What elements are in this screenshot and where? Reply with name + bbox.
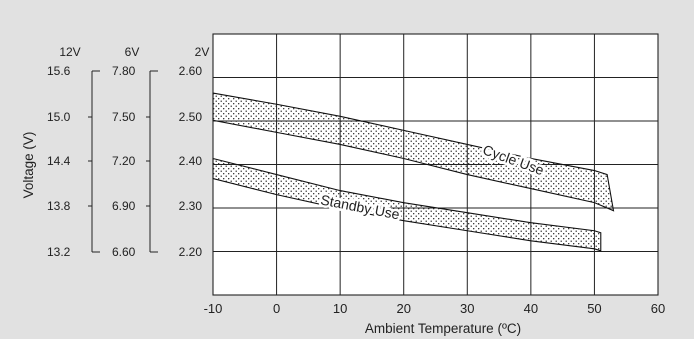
y-axis-label: Voltage (V) [21, 132, 36, 199]
scale-12v: 12V 15.6 15.0 14.4 13.8 13.2 [47, 45, 100, 259]
x-tick-labels: -10 0 10 20 30 40 50 60 [204, 301, 666, 316]
x-tick-label: 40 [524, 301, 538, 316]
scale-tick-label: 13.8 [47, 199, 71, 213]
x-tick-label: 50 [587, 301, 601, 316]
x-tick-label: -10 [204, 301, 223, 316]
scale-6v: 6V 7.80 7.50 7.20 6.90 6.60 [112, 45, 158, 259]
scale-header: 6V [125, 45, 140, 59]
scale-tick-label: 2.40 [179, 154, 203, 168]
scale-tick-label: 6.90 [112, 199, 136, 213]
scale-tick-label: 7.50 [112, 110, 136, 124]
scale-tick-label: 6.60 [112, 245, 136, 259]
scale-tick-label: 2.50 [179, 110, 203, 124]
scale-tick-label: 2.30 [179, 199, 203, 213]
scale-tick-label: 2.60 [179, 64, 203, 78]
x-tick-label: 0 [273, 301, 280, 316]
band-fill-cycle-use [213, 93, 614, 211]
x-tick-label: 20 [396, 301, 410, 316]
scale-tick-label: 15.6 [47, 64, 71, 78]
band-outline-cycle-use [212, 92, 615, 212]
scale-tick-label: 7.80 [112, 64, 136, 78]
scale-tick-label: 2.20 [179, 245, 203, 259]
scale-2v: 2V 2.60 2.50 2.40 2.30 2.20 [179, 45, 210, 259]
x-tick-label: 30 [460, 301, 474, 316]
scale-header: 2V [195, 45, 210, 59]
plot-frame [212, 33, 659, 296]
scale-header: 12V [59, 45, 80, 59]
scale-tick-label: 14.4 [47, 154, 71, 168]
x-tick-label: 60 [651, 301, 665, 316]
x-tick-label: 10 [333, 301, 347, 316]
scale-tick-label: 7.20 [112, 154, 136, 168]
band-outline-standby-use [212, 157, 602, 252]
voltage-scales: 12V 15.6 15.0 14.4 13.8 13.2 6V 7.80 7.50 7.20 6.9… [47, 45, 209, 259]
scale-tick-label: 15.0 [47, 110, 71, 124]
scale-tick-label: 13.2 [47, 245, 71, 259]
band-fill-standby-use [213, 158, 601, 251]
x-axis-label: Ambient Temperature (ºC) [365, 321, 521, 336]
